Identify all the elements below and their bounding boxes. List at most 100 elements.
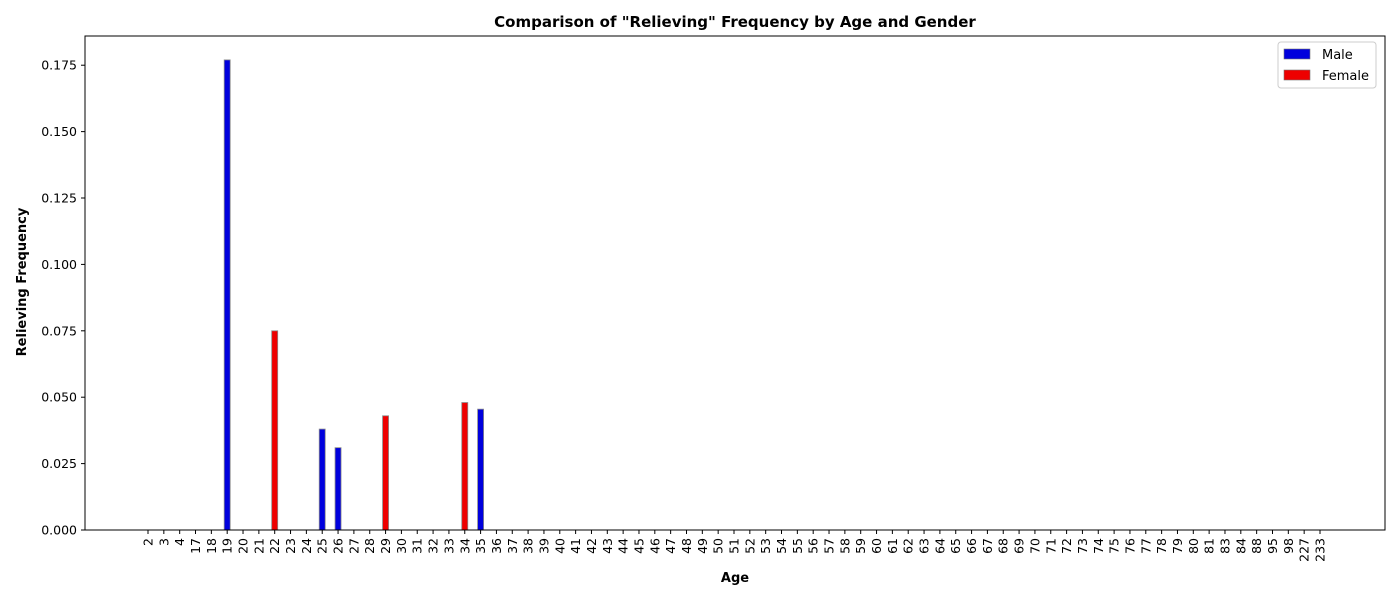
y-tick-label: 0.000 [41,523,77,538]
x-tick-label: 64 [932,538,947,554]
x-tick-label: 77 [1138,538,1153,554]
x-tick-label: 50 [711,538,726,554]
y-tick-label: 0.125 [41,191,77,206]
y-ticks-group: 0.000 0.025 0.050 0.075 0.100 0.125 0.150 0.175 [41,58,85,538]
x-tick-label: 3 [156,538,171,546]
x-tick-label: 34 [457,538,472,554]
x-tick-label: 58 [837,538,852,554]
x-tick-label: 62 [901,538,916,554]
bars-group [223,59,484,531]
x-tick-label: 69 [1012,538,1027,554]
x-tick-label: 24 [299,538,314,554]
x-tick-label: 41 [568,538,583,554]
x-tick-label: 67 [980,538,995,554]
x-tick-label: 40 [552,538,567,554]
x-tick-label: 66 [964,538,979,554]
x-tick-label: 18 [204,538,219,554]
x-tick-label: 80 [1186,538,1201,554]
bar-male-age-19 [223,59,231,531]
x-tick-label: 37 [505,538,520,554]
x-tick-label: 35 [473,538,488,554]
x-tick-label: 42 [584,538,599,554]
x-tick-label: 27 [346,538,361,554]
x-tick-label: 39 [536,538,551,554]
bar-male-age-26 [334,447,342,531]
legend-label-male: Male [1322,48,1353,63]
y-tick-label: 0.075 [41,323,77,338]
y-tick-label: 0.150 [41,124,77,139]
x-tick-label: 51 [727,538,742,554]
x-tick-label: 68 [996,538,1011,554]
x-tick-label: 23 [283,538,298,554]
bar-female-age-34 [461,402,469,531]
x-tick-label: 74 [1091,538,1106,554]
x-tick-label: 61 [885,538,900,554]
x-tick-label: 45 [631,538,646,554]
x-tick-label: 56 [806,538,821,554]
x-tick-label: 72 [1059,538,1074,554]
x-tick-label: 19 [220,538,235,554]
x-tick-label: 30 [394,538,409,554]
y-tick-label: 0.025 [41,456,77,471]
bar-male-age-25 [318,428,326,531]
x-tick-label: 28 [362,538,377,554]
x-tick-label: 63 [917,538,932,554]
x-tick-label: 57 [822,538,837,554]
x-axis-label: Age [721,571,749,586]
x-tick-label: 31 [410,538,425,554]
x-tick-label: 75 [1107,538,1122,554]
x-tick-label: 79 [1170,538,1185,554]
chart-title: Comparison of "Relieving" Frequency by A… [494,13,976,31]
x-tick-label: 83 [1217,538,1232,554]
x-tick-label: 59 [853,538,868,554]
x-tick-label: 52 [742,538,757,554]
x-tick-label: 17 [188,538,203,554]
x-tick-label: 70 [1027,538,1042,554]
x-tick-label: 227 [1297,538,1312,562]
x-tick-label: 54 [774,538,789,554]
x-tick-label: 44 [616,538,631,554]
x-tick-label: 49 [695,538,710,554]
x-tick-label: 48 [679,538,694,554]
x-tick-label: 38 [521,538,536,554]
x-tick-label: 81 [1202,538,1217,554]
x-tick-label: 2 [141,538,156,546]
x-tick-label: 20 [236,538,251,554]
x-ticks-group: 2 3 4 17 18 19 20 21 22 23 24 25 26 27 28 29 30 31 32 33 34 3… [141,530,1328,562]
legend-label-female: Female [1322,69,1369,84]
x-tick-label: 95 [1265,538,1280,554]
x-tick-label: 76 [1122,538,1137,554]
x-tick-label: 65 [948,538,963,554]
x-tick-label: 73 [1075,538,1090,554]
x-tick-label: 84 [1233,538,1248,554]
x-tick-label: 55 [790,538,805,554]
x-tick-label: 46 [647,538,662,554]
legend-swatch-male [1283,48,1311,60]
x-tick-label: 33 [441,538,456,554]
y-tick-label: 0.100 [41,257,77,272]
plot-frame [84,35,1386,531]
x-tick-label: 98 [1281,538,1296,554]
x-tick-label: 43 [600,538,615,554]
bar-male-age-35 [477,408,484,531]
x-tick-label: 36 [489,538,504,554]
x-tick-label: 25 [315,538,330,554]
x-tick-label: 88 [1249,538,1264,554]
bar-female-age-29 [382,415,389,531]
y-tick-label: 0.050 [41,390,77,405]
x-tick-label: 233 [1313,538,1328,562]
x-tick-label: 47 [663,538,678,554]
x-tick-label: 4 [172,538,187,546]
x-tick-label: 22 [267,538,282,554]
x-tick-label: 32 [426,538,441,554]
x-tick-label: 71 [1043,538,1058,554]
bar-female-age-22 [271,330,279,531]
legend: Male Female [1277,41,1377,89]
x-tick-label: 78 [1154,538,1169,554]
y-axis-label: Relieving Frequency [15,207,30,356]
legend-swatch-female [1283,69,1311,81]
y-tick-label: 0.175 [41,58,77,73]
x-tick-label: 29 [378,538,393,554]
